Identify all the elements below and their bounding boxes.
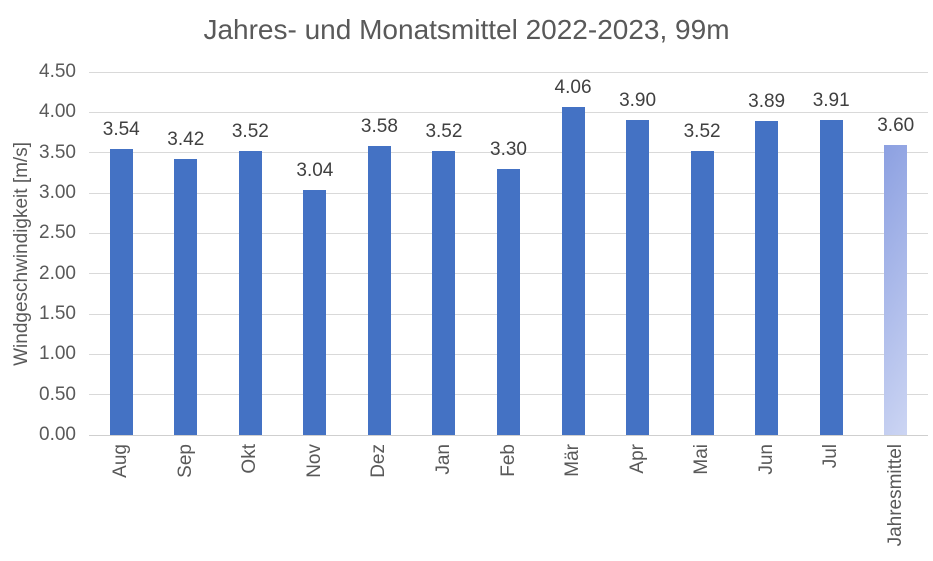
data-label: 3.90 <box>619 90 657 112</box>
y-tick-label: 4.50 <box>39 61 76 82</box>
bar <box>755 121 779 435</box>
x-category-label: Jul <box>820 444 842 469</box>
y-tick-label: 1.00 <box>39 343 76 365</box>
bar-annual-mean <box>884 144 908 435</box>
gridline <box>89 71 928 73</box>
y-axis-title-container: Windgeschwindigkeit [m/s] <box>2 72 42 435</box>
bar <box>819 119 843 435</box>
bar <box>174 159 198 435</box>
data-label: 4.06 <box>554 77 592 99</box>
data-label: 3.89 <box>748 91 786 113</box>
bar <box>109 149 133 435</box>
x-category-label: Sep <box>174 444 196 478</box>
y-axis-title: Windgeschwindigkeit [m/s] <box>11 141 32 366</box>
bar <box>238 151 262 435</box>
data-label: 3.42 <box>167 129 205 151</box>
data-label: 3.04 <box>296 159 334 181</box>
bar <box>561 107 585 435</box>
x-category-label: Dez <box>368 444 390 478</box>
y-tick-label: 0.00 <box>39 424 76 445</box>
data-label: 3.30 <box>490 138 527 160</box>
gridline <box>89 111 928 113</box>
x-category-label: Nov <box>303 444 325 478</box>
x-category-label: Apr <box>626 444 648 474</box>
y-tick-label: 2.00 <box>39 262 76 284</box>
y-tick-label: 0.50 <box>39 383 76 405</box>
x-category-label: Aug <box>110 444 132 478</box>
data-label: 3.58 <box>360 116 398 138</box>
x-category-label: Mai <box>691 444 713 475</box>
x-category-label: Mär <box>562 444 584 477</box>
y-tick-label: 4.00 <box>39 101 76 123</box>
y-tick-label: 3.00 <box>39 182 76 203</box>
bar <box>497 168 520 435</box>
data-label: 3.52 <box>683 121 721 143</box>
x-category-label: Jan <box>432 444 454 475</box>
bar <box>303 189 327 435</box>
data-label: 3.60 <box>877 114 915 136</box>
data-label: 3.52 <box>231 121 269 143</box>
y-tick-label: 3.50 <box>39 141 76 163</box>
data-label: 3.91 <box>812 89 850 111</box>
chart-title: Jahres- und Monatsmittel 2022-2023, 99m <box>203 14 730 45</box>
bar <box>367 146 391 435</box>
x-axis-line <box>89 434 928 436</box>
bar <box>432 151 456 435</box>
x-category-label: Jun <box>755 444 777 475</box>
bar <box>626 120 650 435</box>
x-category-label: Feb <box>497 444 519 477</box>
y-tick-label: 1.50 <box>39 303 76 324</box>
y-tick-label: 2.50 <box>39 222 76 244</box>
data-label: 3.54 <box>102 119 140 141</box>
gridline <box>89 152 928 154</box>
x-category-label: Jahresmittel <box>884 444 906 547</box>
data-label: 3.52 <box>425 121 463 143</box>
x-category-label: Okt <box>239 444 261 474</box>
bar <box>690 151 714 435</box>
